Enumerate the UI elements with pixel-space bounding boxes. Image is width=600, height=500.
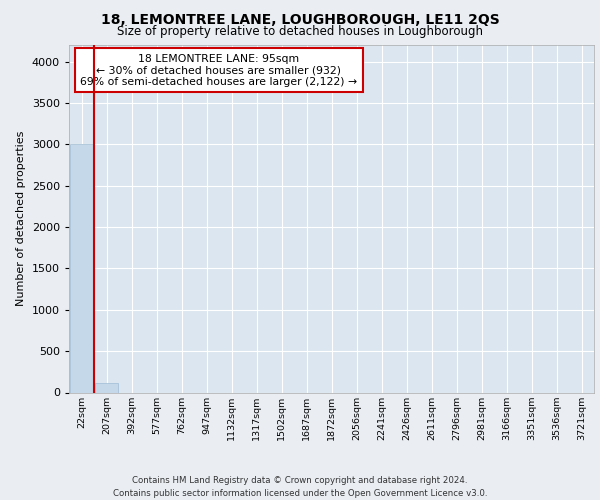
Text: Size of property relative to detached houses in Loughborough: Size of property relative to detached ho…	[117, 25, 483, 38]
Text: Contains HM Land Registry data © Crown copyright and database right 2024.
Contai: Contains HM Land Registry data © Crown c…	[113, 476, 487, 498]
Bar	[70, 144, 93, 392]
Y-axis label: Number of detached properties: Number of detached properties	[16, 131, 26, 306]
Text: 18 LEMONTREE LANE: 95sqm
← 30% of detached houses are smaller (932)
69% of semi-: 18 LEMONTREE LANE: 95sqm ← 30% of detach…	[80, 54, 357, 87]
Bar	[95, 384, 118, 392]
Text: 18, LEMONTREE LANE, LOUGHBOROUGH, LE11 2QS: 18, LEMONTREE LANE, LOUGHBOROUGH, LE11 2…	[101, 14, 499, 28]
